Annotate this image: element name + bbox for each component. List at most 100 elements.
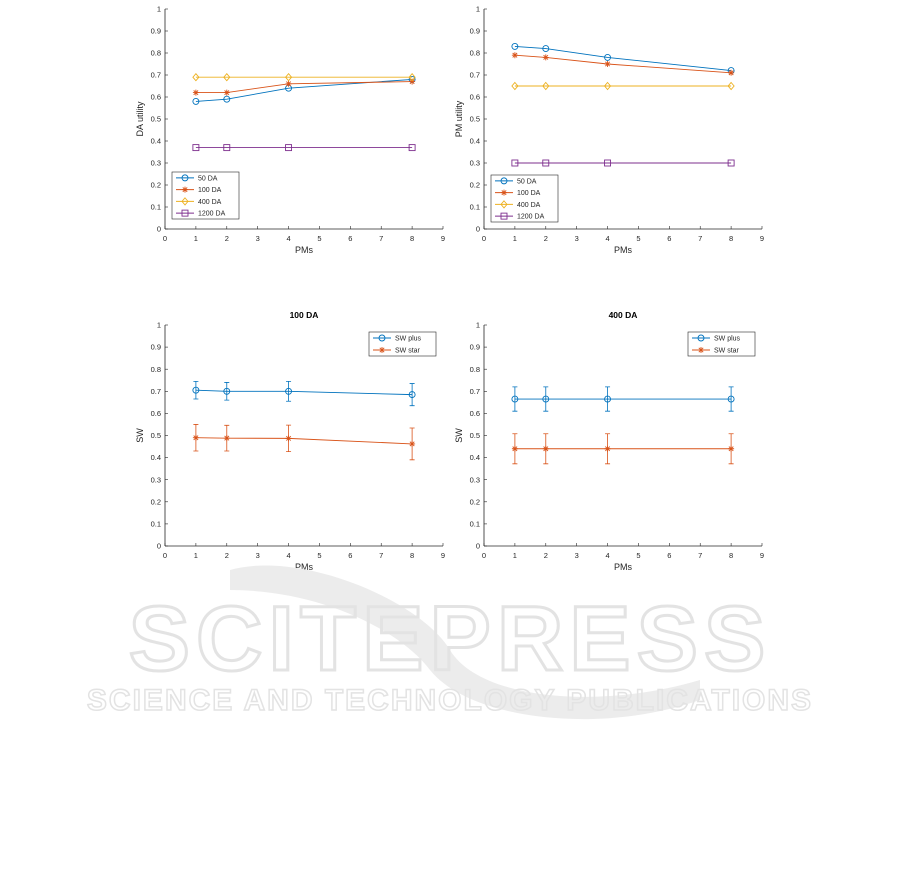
- data-point: [192, 144, 200, 152]
- data-point: [727, 395, 735, 403]
- data-point: [223, 95, 231, 103]
- x-tick-label: 8: [410, 551, 414, 560]
- legend-marker: [378, 334, 386, 342]
- data-point: [603, 81, 612, 91]
- data-point: [511, 445, 518, 452]
- error-bar: [728, 386, 734, 412]
- y-tick-label: 0.3: [470, 475, 480, 484]
- data-point: [285, 144, 293, 152]
- x-tick-label: 6: [348, 551, 352, 560]
- y-tick-label: 0.3: [151, 159, 161, 168]
- legend-box: [490, 174, 559, 223]
- x-tick-label: 1: [513, 551, 517, 560]
- data-point: [542, 45, 550, 53]
- x-tick-label: 5: [317, 234, 321, 243]
- x-tick-label: 2: [225, 551, 229, 560]
- y-tick-label: 0.2: [470, 181, 480, 190]
- legend-entry: 100 DA: [517, 190, 541, 197]
- y-tick-label: 0.2: [151, 497, 161, 506]
- x-tick-label: 9: [441, 551, 445, 560]
- y-tick-label: 0.8: [470, 365, 480, 374]
- data-point: [285, 80, 292, 87]
- y-tick-label: 0.2: [151, 181, 161, 190]
- legend-entry: 400 DA: [198, 199, 222, 206]
- x-axis-label: PMs: [295, 245, 314, 255]
- y-axis-label: SW: [135, 428, 145, 443]
- series-line: [195, 81, 413, 94]
- error-bar: [543, 386, 549, 412]
- data-point: [542, 54, 549, 61]
- y-tick-label: 0.7: [151, 387, 161, 396]
- chart-3: 0 1 2 3 4 5 6 7 8 9 0 0.1 0.2 0.3 0.4 0.5 0.6 0.7 0.8 0.9 1 P…: [135, 310, 445, 572]
- x-axis-label: PMs: [295, 562, 314, 572]
- series-line: [514, 45, 732, 72]
- data-point: [408, 391, 416, 399]
- x-tick-label: 3: [575, 551, 579, 560]
- x-tick-label: 6: [348, 234, 352, 243]
- x-tick-label: 9: [441, 234, 445, 243]
- data-point: [604, 445, 611, 452]
- x-tick-label: 8: [729, 234, 733, 243]
- data-point: [285, 435, 292, 442]
- y-tick-label: 0.9: [151, 27, 161, 36]
- legend-marker: [181, 209, 189, 217]
- error-bar: [286, 380, 292, 402]
- legend-entry: SW plus: [714, 336, 741, 343]
- series-line: [195, 389, 413, 396]
- legend-entry: SW plus: [395, 336, 422, 343]
- legend-entry: 50 DA: [198, 175, 218, 182]
- x-tick-label: 7: [379, 234, 383, 243]
- data-point: [223, 387, 231, 395]
- x-tick-label: 4: [286, 551, 290, 560]
- y-tick-label: 0.6: [470, 409, 480, 418]
- data-point: [542, 445, 549, 452]
- legend-marker: [500, 200, 508, 209]
- legend-box: [171, 171, 240, 220]
- legend-marker: [698, 347, 704, 353]
- x-tick-label: 6: [667, 551, 671, 560]
- legend: SW plus SW star: [368, 331, 437, 357]
- data-point: [604, 395, 612, 403]
- data-point: [728, 69, 735, 76]
- legend-marker: [500, 177, 508, 185]
- y-tick-label: 0.4: [151, 453, 161, 462]
- y-tick-label: 0.7: [470, 71, 480, 80]
- x-tick-label: 6: [667, 234, 671, 243]
- y-tick-label: 0.6: [151, 409, 161, 418]
- data-point: [192, 73, 200, 82]
- data-point: [511, 159, 519, 167]
- x-tick-label: 1: [194, 551, 198, 560]
- x-tick-label: 5: [636, 551, 640, 560]
- x-tick-label: 4: [605, 551, 609, 560]
- x-tick-label: 4: [286, 234, 290, 243]
- data-point: [223, 89, 230, 96]
- x-axis-label: PMs: [614, 562, 633, 572]
- y-tick-label: 0.1: [470, 520, 480, 529]
- data-point: [727, 159, 735, 167]
- y-tick-label: 0.8: [151, 365, 161, 374]
- data-point: [542, 159, 550, 167]
- y-tick-label: 0: [157, 542, 161, 551]
- data-point: [285, 387, 293, 395]
- data-point: [192, 97, 200, 105]
- y-tick-label: 0.1: [470, 203, 480, 212]
- data-point: [511, 395, 519, 403]
- y-tick-label: 0.7: [470, 387, 480, 396]
- chart-4: 0 1 2 3 4 5 6 7 8 9 0 0.1 0.2 0.3 0.4 0.5 0.6 0.7 0.8 0.9 1 P…: [454, 310, 764, 572]
- y-tick-label: 0.5: [470, 431, 480, 440]
- y-tick-label: 0: [157, 225, 161, 234]
- data-point: [408, 144, 416, 152]
- y-tick-label: 0.4: [470, 137, 480, 146]
- y-tick-label: 0.7: [151, 71, 161, 80]
- x-tick-label: 2: [544, 234, 548, 243]
- series-line: [195, 78, 413, 102]
- legend-marker: [379, 347, 385, 353]
- error-bar: [605, 386, 611, 412]
- legend-entry: 100 DA: [198, 187, 222, 194]
- series-4: [192, 144, 416, 152]
- data-point: [409, 78, 416, 85]
- y-tick-label: 1: [476, 321, 480, 330]
- legend: SW plus SW star: [687, 331, 756, 357]
- series-1: [511, 386, 735, 412]
